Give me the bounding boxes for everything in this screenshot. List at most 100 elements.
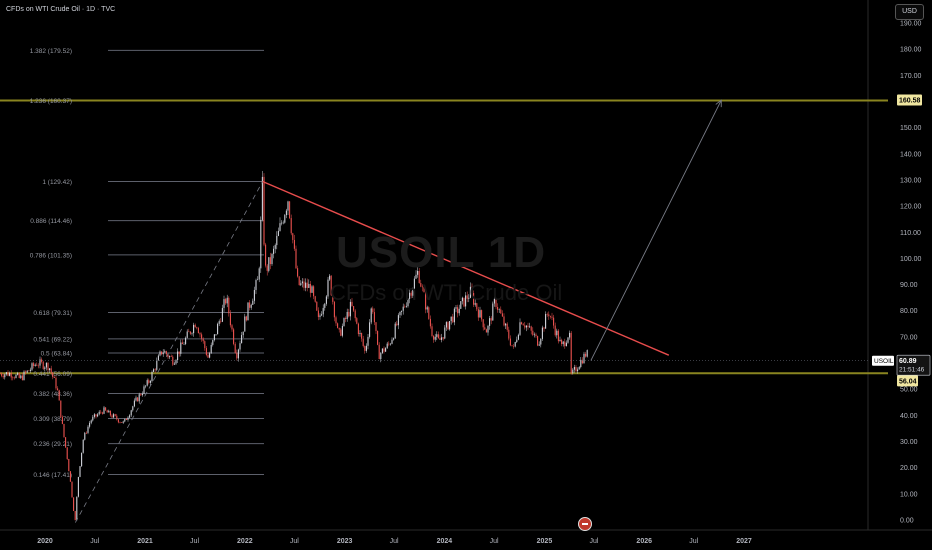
candle-body [436, 334, 438, 337]
candle-body [516, 339, 518, 343]
candle-body [52, 372, 54, 377]
time-axis[interactable]: 2020 Jul 2021 Jul 2022 Jul 2023 Jul 2024 Jul 2025 J… [37, 538, 752, 545]
candle-body [31, 363, 33, 370]
candle-body [185, 337, 187, 345]
candle-body [509, 338, 511, 346]
candle-body [356, 318, 358, 324]
candle-body [73, 497, 75, 511]
candle-body [234, 343, 236, 353]
candle-body [351, 301, 353, 307]
candle-body [87, 426, 89, 433]
candle-body [575, 367, 577, 372]
candle-body [481, 310, 483, 320]
candle-body [127, 417, 129, 420]
candle-body [420, 283, 422, 287]
candle-body [263, 176, 265, 245]
candle-body [541, 327, 543, 339]
candle-body [260, 219, 262, 269]
candle-body [17, 373, 19, 375]
candle-body [444, 327, 446, 339]
candle-body [93, 414, 95, 417]
candle-body [540, 338, 542, 345]
candle-body [519, 322, 521, 335]
candle-body [39, 359, 41, 366]
candle-body [239, 343, 241, 350]
candle-body [340, 329, 342, 336]
candle-body [338, 327, 340, 330]
candle-body [202, 338, 204, 342]
candle-body [469, 286, 471, 298]
candle-body [233, 329, 235, 344]
candle-body [586, 350, 588, 357]
candle-body [487, 325, 489, 333]
fibonacci-extension[interactable]: 1.382 (179.52) 1.236 (160.37) 1 (129.42) 0.… [0, 48, 888, 479]
candle-body [308, 283, 310, 288]
candle-body [265, 244, 267, 266]
candle-body [463, 297, 465, 307]
candle-body [431, 326, 433, 337]
candle-body [236, 352, 238, 359]
candle-body [298, 276, 300, 286]
candle-body [68, 458, 70, 472]
candle-body [258, 268, 260, 280]
candle-body [41, 359, 43, 362]
candle-body [53, 376, 55, 378]
candle-body [189, 331, 191, 334]
candle-body [522, 324, 524, 326]
candle-body [468, 297, 470, 299]
candle-body [186, 331, 188, 338]
candle-body [573, 367, 575, 370]
candle-body [177, 351, 179, 361]
candle-body [290, 218, 292, 234]
candle-body [66, 447, 68, 459]
candle-body [325, 296, 327, 304]
candle-body [385, 348, 387, 352]
candle-body [71, 481, 73, 498]
candle-body [495, 298, 497, 308]
candle-body [292, 233, 294, 240]
candle-body [274, 245, 276, 249]
price-tick-label: 80.00 [900, 308, 918, 315]
candle-body [266, 265, 268, 271]
candle-body [159, 351, 161, 356]
candle-body [207, 354, 209, 358]
time-tick-label: 2021 [137, 538, 153, 545]
fib-level-label: 1.382 (179.52) [30, 48, 72, 55]
candle-body [162, 352, 164, 355]
candle-body [210, 344, 212, 354]
candles-layer [0, 170, 588, 521]
candle-body [311, 286, 313, 293]
candle-body [269, 257, 271, 265]
candle-body [407, 298, 409, 307]
candle-body [21, 375, 23, 381]
candle-body [261, 176, 263, 220]
candle-body [58, 390, 60, 401]
candle-body [508, 329, 510, 339]
candle-body [362, 338, 364, 347]
currency-button[interactable]: USD [895, 4, 924, 20]
candle-body [281, 222, 283, 224]
candle-body [322, 307, 324, 315]
candle-body [249, 302, 251, 308]
candle-body [1, 373, 3, 376]
candle-body [42, 361, 44, 369]
candle-body [143, 386, 145, 394]
price-tick-label: 20.00 [900, 465, 918, 472]
candle-body [399, 311, 401, 316]
candle-body [556, 330, 558, 336]
candle-body [572, 369, 574, 373]
candle-body [244, 316, 246, 332]
drawings-layer[interactable] [0, 99, 868, 523]
candle-body [154, 369, 156, 370]
replay-marker-icon[interactable] [578, 517, 592, 531]
candle-body [439, 338, 441, 340]
candle-body [501, 313, 503, 317]
candle-body [343, 318, 345, 327]
candle-body [457, 307, 459, 314]
candle-body [133, 400, 135, 407]
candle-body [404, 306, 406, 308]
price-tick-label: 110.00 [900, 230, 921, 237]
candle-body [114, 414, 116, 416]
